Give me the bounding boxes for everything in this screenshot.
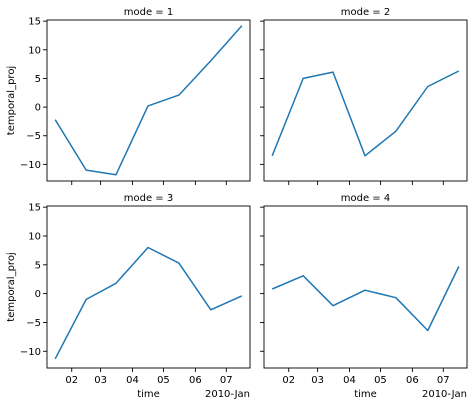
y-tick-label: −5 <box>26 318 41 329</box>
y-tick-label: 5 <box>35 260 41 271</box>
y-tick-label: 10 <box>28 45 41 56</box>
y-tick-label: −5 <box>26 131 41 142</box>
panel-frame <box>46 19 251 182</box>
y-tick-label: 10 <box>28 231 41 242</box>
x-tick-label: 02 <box>65 375 78 386</box>
series-line <box>271 266 460 332</box>
x-tick-label: 06 <box>189 375 202 386</box>
y-tick-label: 0 <box>35 103 41 114</box>
y-axis-label: temporal_proj <box>6 66 17 135</box>
x-axis-label: time <box>354 389 377 400</box>
x-tick-label: 04 <box>126 375 139 386</box>
panel-title: mode = 4 <box>341 193 390 204</box>
x-tick-label: 02 <box>282 375 295 386</box>
panel-title: mode = 2 <box>341 7 390 18</box>
x-tick-label: 04 <box>343 375 356 386</box>
series-line <box>271 70 460 157</box>
series-line <box>54 25 243 176</box>
x-offset-label: 2010-Jan <box>205 389 250 400</box>
x-offset-label: 2010-Jan <box>422 389 467 400</box>
y-tick-label: −10 <box>20 347 41 358</box>
x-tick-label: 07 <box>220 375 233 386</box>
panel-frame <box>263 19 468 182</box>
y-tick-label: 15 <box>28 203 41 214</box>
x-tick-label: 05 <box>157 375 170 386</box>
y-tick-label: 0 <box>35 289 41 300</box>
y-tick-label: 5 <box>35 74 41 85</box>
x-tick-label: 05 <box>374 375 387 386</box>
y-tick-label: 15 <box>28 17 41 28</box>
series-line <box>54 246 243 360</box>
panel-title: mode = 3 <box>124 193 173 204</box>
panel-frame <box>46 205 251 369</box>
x-tick-label: 06 <box>406 375 419 386</box>
x-tick-label: 07 <box>437 375 450 386</box>
panel-frame <box>263 205 468 369</box>
y-tick-label: −10 <box>20 160 41 171</box>
x-tick-label: 03 <box>311 375 324 386</box>
x-axis-label: time <box>137 389 160 400</box>
x-tick-label: 03 <box>94 375 107 386</box>
panel-title: mode = 1 <box>124 7 173 18</box>
y-axis-label: temporal_proj <box>6 252 17 321</box>
